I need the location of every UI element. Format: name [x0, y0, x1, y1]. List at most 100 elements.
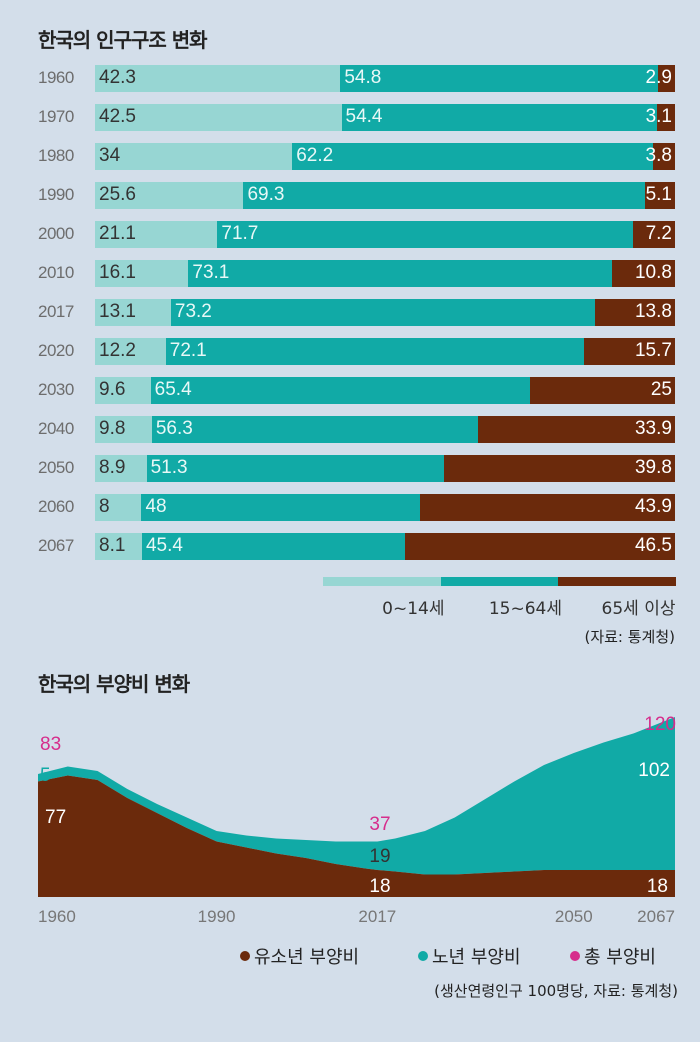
data-label: 45.4 [145, 535, 183, 556]
annotation-label: 77 [45, 807, 66, 828]
legend-label: 65세 이상 [601, 599, 676, 619]
data-label: 72.1 [169, 340, 207, 361]
bar-segment: 10.8 [612, 260, 675, 287]
youth-dependency-area [38, 775, 675, 897]
legend-dot-icon [570, 951, 580, 961]
bar-segment: 13.1 [95, 299, 171, 326]
bar-segment: 9.8 [95, 416, 152, 443]
x-tick-label: 1990 [198, 907, 236, 926]
x-tick-label: 2017 [358, 907, 396, 926]
bar-row: 34 62.2 3.8 [95, 143, 675, 170]
x-tick-label: 1960 [38, 907, 76, 926]
dependency-note: (생산연령인구 100명당, 자료: 통계청) [434, 982, 678, 1000]
data-label: 25.6 [99, 184, 136, 205]
bar-segment: 69.3 [243, 182, 646, 209]
legend-label: 총 부양비 [584, 947, 656, 968]
bar-segment: 65.4 [150, 377, 530, 404]
bar-row: 9.6 65.4 25 [95, 377, 675, 404]
bar-segment: 73.1 [188, 260, 613, 287]
bar-row: 25.6 69.3 5.1 [95, 182, 675, 209]
legend-item: 노년 부양비 [418, 943, 521, 969]
data-label: 3.1 [645, 106, 672, 127]
bar-segment: 21.1 [95, 221, 218, 248]
bar-row: 13.1 73.2 13.8 [95, 299, 675, 326]
year-label: 1990 [38, 185, 74, 204]
population-chart-title: 한국의 인구구조 변화 [38, 28, 208, 52]
data-label: 5.1 [645, 184, 672, 205]
bar-segment: 16.1 [95, 260, 189, 287]
legend-swatch [440, 577, 559, 586]
bar-segment: 25.6 [95, 182, 244, 209]
bar-row: 16.1 73.1 10.8 [95, 260, 675, 287]
data-label: 15.7 [634, 340, 672, 361]
bar-segment: 12.2 [95, 338, 166, 365]
data-label: 42.5 [99, 106, 136, 127]
bar-segment: 15.7 [583, 338, 675, 365]
legend-label: 0~14세 [382, 599, 445, 619]
data-label: 42.3 [99, 67, 136, 88]
data-label: 9.6 [99, 379, 126, 400]
bar-row: 42.3 54.8 2.9 [95, 65, 675, 92]
data-label: 25 [650, 379, 672, 400]
annotation-label: 5 [40, 765, 51, 786]
data-label: 13.1 [99, 301, 136, 322]
bar-segment: 42.5 [95, 104, 342, 131]
data-label: 2.9 [645, 67, 672, 88]
year-label: 2017 [38, 302, 74, 321]
bar-segment: 33.9 [478, 416, 675, 443]
data-label: 12.2 [99, 340, 136, 361]
data-label: 3.8 [645, 145, 672, 166]
bar-segment: 8.1 [95, 533, 142, 560]
bar-segment: 46.5 [405, 533, 675, 560]
data-label: 8 [99, 496, 110, 517]
year-label: 2030 [38, 380, 74, 399]
data-label: 71.7 [221, 223, 259, 244]
bar-segment: 45.4 [141, 533, 406, 560]
legend-item: 총 부양비 [570, 943, 656, 969]
x-tick-label: 2050 [555, 907, 593, 926]
year-label: 2040 [38, 419, 74, 438]
bar-segment: 13.8 [595, 299, 675, 326]
bar-row: 8 48 43.9 [95, 494, 675, 521]
legend-label: 15~64세 [488, 599, 562, 619]
year-label: 1980 [38, 146, 74, 165]
bar-segment: 56.3 [151, 416, 479, 443]
year-label: 2010 [38, 263, 74, 282]
data-label: 39.8 [634, 457, 672, 478]
year-label: 1970 [38, 107, 74, 126]
annotation-label: 83 [40, 734, 61, 755]
bar-segment: 3.8 [646, 143, 675, 170]
bar-segment: 51.3 [146, 455, 445, 482]
bar-row: 42.5 54.4 3.1 [95, 104, 675, 131]
data-label: 8.1 [99, 535, 126, 556]
data-label: 13.8 [634, 301, 672, 322]
legend-item: 유소년 부양비 [240, 943, 359, 969]
bar-segment: 43.9 [420, 494, 675, 521]
bar-segment: 5.1 [645, 182, 675, 209]
bar-segment: 8.9 [95, 455, 147, 482]
population-source: (자료: 통계청) [584, 628, 675, 646]
annotation-label: 120 [644, 714, 676, 735]
legend-label: 노년 부양비 [432, 947, 521, 968]
bar-segment: 9.6 [95, 377, 151, 404]
data-label: 51.3 [150, 457, 188, 478]
data-label: 46.5 [634, 535, 672, 556]
year-label: 2050 [38, 458, 74, 477]
data-label: 7.2 [645, 223, 672, 244]
annotation-label: 37 [369, 814, 390, 835]
year-label: 2020 [38, 341, 74, 360]
annotation-label: 19 [369, 846, 390, 867]
legend-dot-icon [240, 951, 250, 961]
annotation-label: 18 [647, 876, 668, 897]
data-label: 62.2 [296, 145, 334, 166]
bar-row: 12.2 72.1 15.7 [95, 338, 675, 365]
legend-swatch [323, 577, 441, 586]
year-label: 2067 [38, 536, 74, 555]
data-label: 54.4 [345, 106, 383, 127]
bar-segment: 39.8 [444, 455, 675, 482]
bar-segment: 54.8 [340, 65, 659, 92]
data-label: 16.1 [99, 262, 136, 283]
data-label: 33.9 [634, 418, 672, 439]
